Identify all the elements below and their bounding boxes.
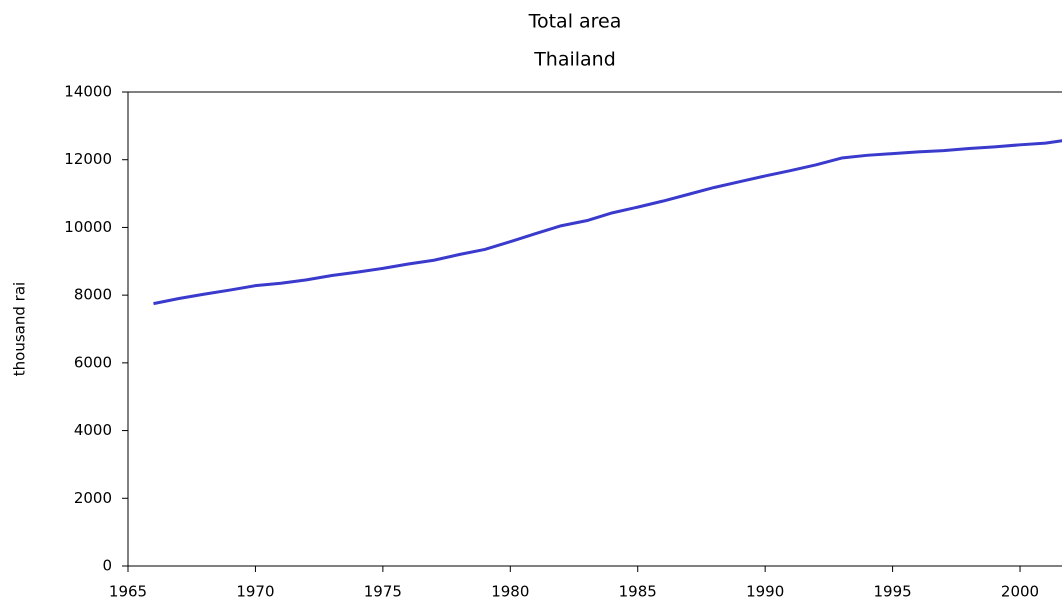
y-tick-label: 2000 <box>74 489 112 507</box>
x-tick-label: 1965 <box>109 583 147 601</box>
y-tick-label: 6000 <box>74 353 112 371</box>
x-tick-label: 1995 <box>874 583 912 601</box>
y-tick-label: 0 <box>102 557 112 575</box>
x-tick-label: 1975 <box>364 583 402 601</box>
plot-frame <box>127 91 1062 567</box>
y-axis-label: thousand rai <box>11 282 29 376</box>
y-tick-label: 10000 <box>64 218 112 236</box>
chart-subtitle: Thailand <box>533 49 616 71</box>
chart-title: Total area <box>528 11 622 33</box>
x-tick-label: 1985 <box>619 583 657 601</box>
x-tick-label: 2000 <box>1001 583 1039 601</box>
x-tick-label: 1990 <box>746 583 784 601</box>
data-line <box>153 139 1062 306</box>
x-tick-label: 1970 <box>236 583 274 601</box>
y-tick-label: 12000 <box>64 150 112 168</box>
x-tick-label: 1980 <box>491 583 529 601</box>
y-tick-label: 14000 <box>64 83 112 101</box>
y-tick-label: 4000 <box>74 421 112 439</box>
y-tick-label: 8000 <box>74 286 112 304</box>
